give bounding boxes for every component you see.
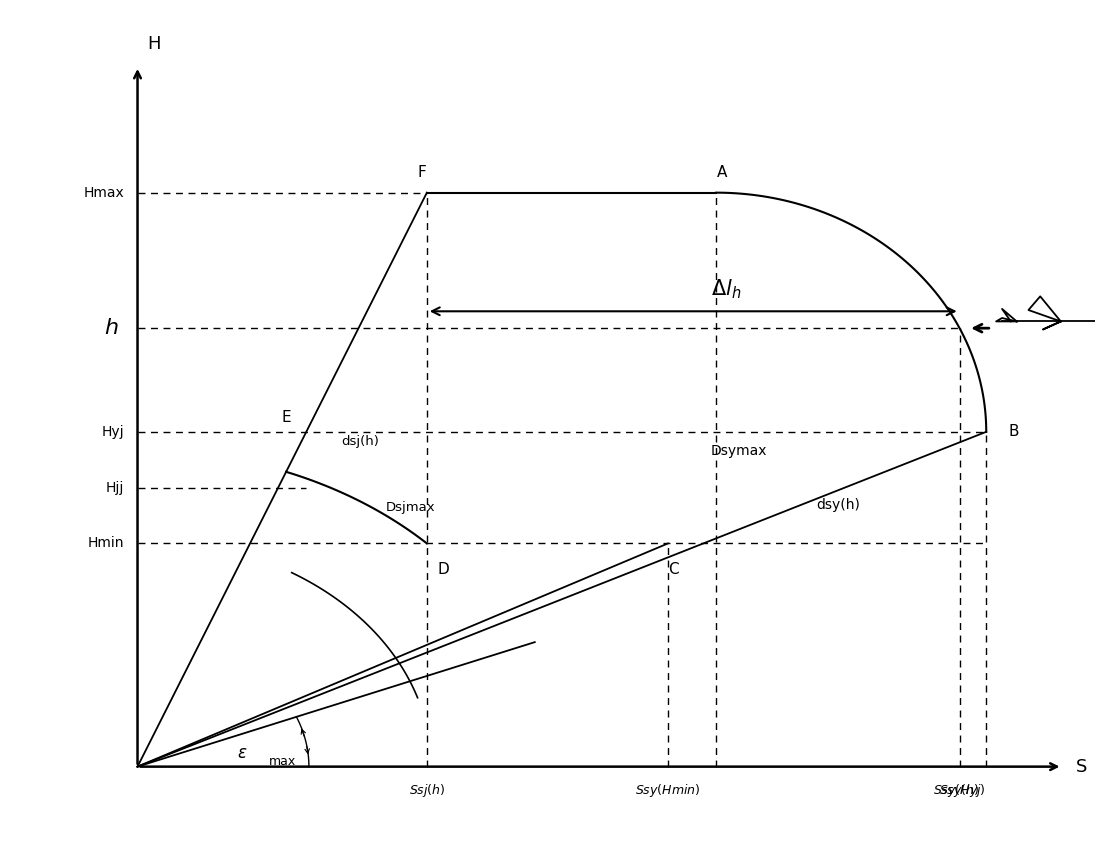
Text: C: C <box>668 562 679 577</box>
Text: S: S <box>1076 758 1087 776</box>
Text: B: B <box>1008 425 1018 439</box>
Text: H: H <box>147 35 161 53</box>
Text: $h$: $h$ <box>105 318 119 338</box>
Text: Dsjmax: Dsjmax <box>386 500 435 514</box>
Text: $Ssy(h)$: $Ssy(h)$ <box>939 782 980 799</box>
Text: A: A <box>716 165 727 180</box>
Text: E: E <box>282 410 292 425</box>
Text: $Ssj(h)$: $Ssj(h)$ <box>409 782 445 799</box>
Text: Hmax: Hmax <box>84 185 125 200</box>
Text: $Ssy(Hmin)$: $Ssy(Hmin)$ <box>635 782 701 799</box>
Text: dsy(h): dsy(h) <box>817 498 860 511</box>
Text: Hjj: Hjj <box>106 480 125 494</box>
Text: Dsymax: Dsymax <box>711 444 767 458</box>
Text: F: F <box>417 165 425 180</box>
Text: D: D <box>437 562 449 577</box>
Text: dsj(h): dsj(h) <box>342 436 379 449</box>
Text: max: max <box>269 755 296 768</box>
Text: $Ssy(Hyj)$: $Ssy(Hyj)$ <box>933 782 986 799</box>
Text: $\varepsilon$: $\varepsilon$ <box>237 744 247 762</box>
Text: Hmin: Hmin <box>88 536 125 551</box>
Text: Hyj: Hyj <box>101 425 125 438</box>
Text: $\Delta l_h$: $\Delta l_h$ <box>711 278 741 301</box>
